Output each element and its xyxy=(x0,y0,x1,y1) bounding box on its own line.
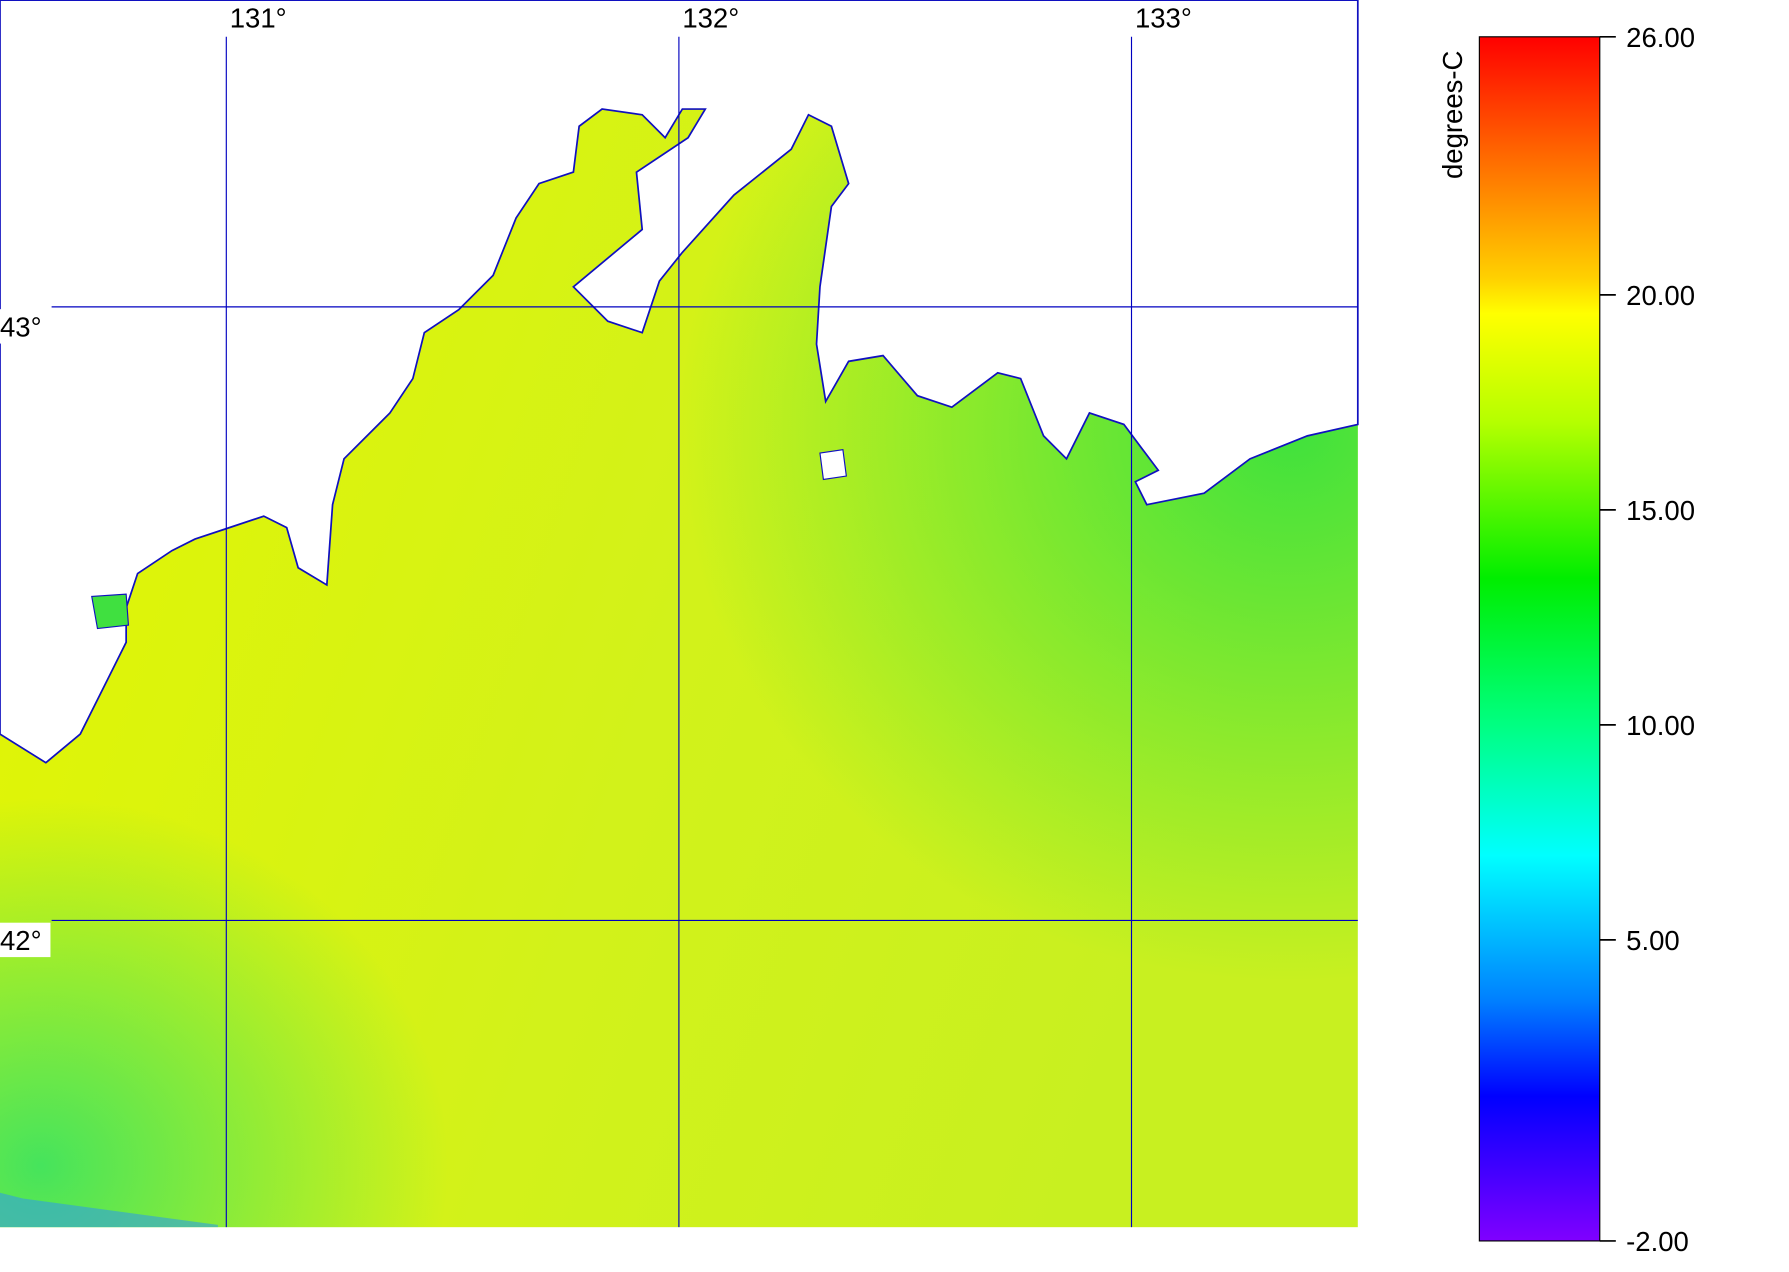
lat-label: 42° xyxy=(0,925,42,956)
colorbar-tick-label: 10.00 xyxy=(1626,710,1695,741)
lon-label: 131° xyxy=(230,3,287,34)
lat-label-bg xyxy=(0,922,51,958)
lat-label: 43° xyxy=(0,312,42,343)
colorbar-ramp xyxy=(1478,36,1601,1242)
lat-label-bg xyxy=(0,309,51,344)
island xyxy=(91,593,130,630)
land xyxy=(0,0,1359,764)
lon-label: 133° xyxy=(1135,3,1192,34)
colorbar-tick-label: 20.00 xyxy=(1626,280,1695,311)
colorbar-tick-label: 15.00 xyxy=(1626,495,1695,526)
colorbar-tick-label: 5.00 xyxy=(1626,925,1680,956)
colorbar-label: degrees-C xyxy=(1437,51,1468,179)
colorbar-tick-label: -2.00 xyxy=(1626,1226,1689,1257)
ocean-field-cold xyxy=(0,1192,218,1228)
colorbar-tick-label: 26.00 xyxy=(1626,22,1695,53)
colorbar: degrees-C 26.00 20.00 15.00 10.00 5.00 -2.00 xyxy=(1437,22,1695,1257)
island xyxy=(819,448,847,481)
lon-label: 132° xyxy=(682,3,739,34)
graticule: 131° 132° 133° 43° 42° xyxy=(0,3,1358,1228)
